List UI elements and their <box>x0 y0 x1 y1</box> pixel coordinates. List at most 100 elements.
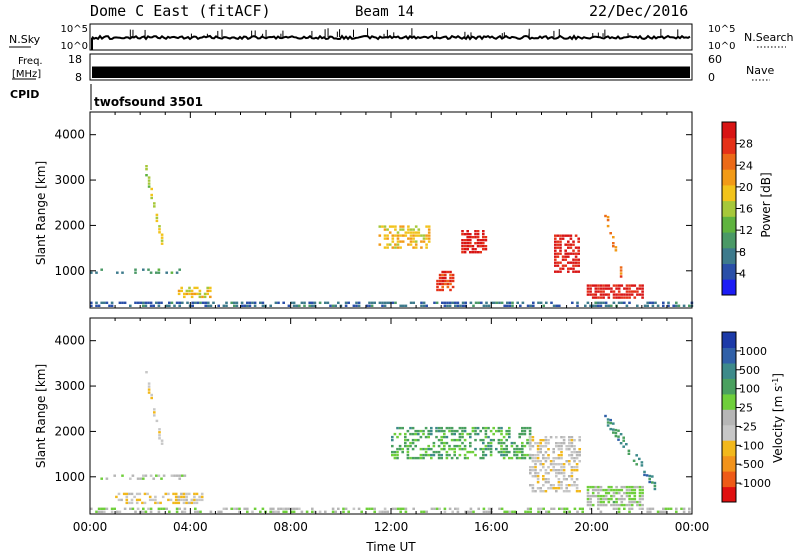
heatmap-cell <box>412 237 415 240</box>
heatmap-cell <box>160 477 163 480</box>
heatmap-cell <box>440 438 443 442</box>
velocity-panel-frame <box>89 317 693 515</box>
heatmap-cell <box>610 290 613 293</box>
heatmap-cell <box>643 473 646 477</box>
heatmap-cell <box>564 255 567 258</box>
heatmap-cell <box>411 432 415 436</box>
heatmap-cell <box>404 304 408 307</box>
heatmap-cell <box>147 388 151 391</box>
heatmap-cell <box>628 510 631 513</box>
heatmap-cell <box>396 234 400 237</box>
heatmap-cell <box>612 301 616 304</box>
heatmap-cell <box>636 290 639 293</box>
heatmap-cell <box>594 488 598 492</box>
heatmap-cell <box>586 500 590 504</box>
heatmap-cell <box>235 507 239 510</box>
heatmap-cell <box>651 507 655 510</box>
heatmap-cell <box>482 453 485 457</box>
heatmap-cell <box>519 304 522 307</box>
heatmap-cell <box>554 249 557 252</box>
heatmap-cell <box>560 469 563 472</box>
heatmap-cell <box>586 491 590 495</box>
heatmap-cell <box>448 447 451 451</box>
heatmap-cell <box>432 444 436 448</box>
heatmap-cell <box>597 503 600 507</box>
heatmap-cell <box>526 304 530 307</box>
heatmap-cell <box>484 245 488 248</box>
heatmap-cell <box>172 492 175 496</box>
heatmap-cell <box>407 243 410 246</box>
heatmap-cell <box>168 510 171 513</box>
heatmap-cell <box>482 233 485 236</box>
freq-tick-high: 18 <box>68 53 82 66</box>
heatmap-cell <box>521 429 524 433</box>
heatmap-cell <box>150 393 153 397</box>
heatmap-cell <box>547 439 550 442</box>
heatmap-cell <box>536 460 540 463</box>
heatmap-cell <box>589 287 592 290</box>
heatmap-cell <box>557 448 561 451</box>
heatmap-cell <box>539 487 542 490</box>
heatmap-cell <box>373 510 376 513</box>
colorbar-segment <box>722 153 736 170</box>
y-tick-label: 3000 <box>54 379 85 393</box>
heatmap-cell <box>571 301 574 304</box>
heatmap-cell <box>476 251 480 254</box>
heatmap-cell <box>158 231 161 234</box>
heatmap-cell <box>160 242 164 245</box>
heatmap-cell <box>157 271 161 274</box>
heatmap-cell <box>528 432 532 436</box>
heatmap-cell <box>160 239 164 242</box>
heatmap-cell <box>649 510 652 513</box>
heatmap-cell <box>534 442 537 445</box>
heatmap-cell <box>612 488 616 492</box>
heatmap-cell <box>155 213 159 217</box>
heatmap-cell <box>450 447 454 451</box>
nave-label: Nave <box>746 64 774 77</box>
heatmap-cell <box>130 492 134 496</box>
heatmap-cell <box>636 293 639 296</box>
heatmap-cell <box>573 507 577 510</box>
heatmap-cell <box>185 498 188 502</box>
heatmap-cell <box>563 507 566 510</box>
heatmap-cell <box>544 442 548 445</box>
heatmap-cell <box>653 481 657 485</box>
heatmap-cell <box>422 456 425 460</box>
heatmap-cell <box>448 304 452 307</box>
velocity-colorbar-frame <box>721 331 737 503</box>
heatmap-cell <box>230 301 233 304</box>
heatmap-cell <box>174 498 178 502</box>
heatmap-cell <box>568 463 571 466</box>
heatmap-cell <box>531 466 535 469</box>
heatmap-cell <box>155 271 158 274</box>
heatmap-cell <box>342 510 345 513</box>
heatmap-cell <box>544 478 548 481</box>
heatmap-cell <box>451 276 455 280</box>
heatmap-cell <box>573 445 576 448</box>
heatmap-cell <box>443 447 446 451</box>
heatmap-cell <box>487 435 490 439</box>
heatmap-cell <box>602 500 605 504</box>
heatmap-cell <box>563 510 566 513</box>
heatmap-cell <box>469 435 472 439</box>
heatmap-cell <box>474 447 477 451</box>
heatmap-cell <box>207 304 210 307</box>
heatmap-cell <box>602 287 605 290</box>
heatmap-cell <box>633 296 637 299</box>
heatmap-cell <box>463 233 467 236</box>
heatmap-cell <box>641 503 644 507</box>
colorbar-tick-label: 1000 <box>739 345 767 358</box>
heatmap-cell <box>534 454 537 457</box>
heatmap-cell <box>526 438 529 442</box>
heatmap-cell <box>464 304 467 307</box>
heatmap-cell <box>606 218 610 222</box>
heatmap-cell <box>567 267 570 270</box>
heatmap-cell <box>355 301 358 304</box>
heatmap-cell <box>581 510 584 513</box>
heatmap-cell <box>183 295 186 299</box>
heatmap-cell <box>597 500 600 504</box>
heatmap-cell <box>586 485 590 489</box>
heatmap-cell <box>474 242 477 245</box>
heatmap-cell <box>178 268 181 271</box>
